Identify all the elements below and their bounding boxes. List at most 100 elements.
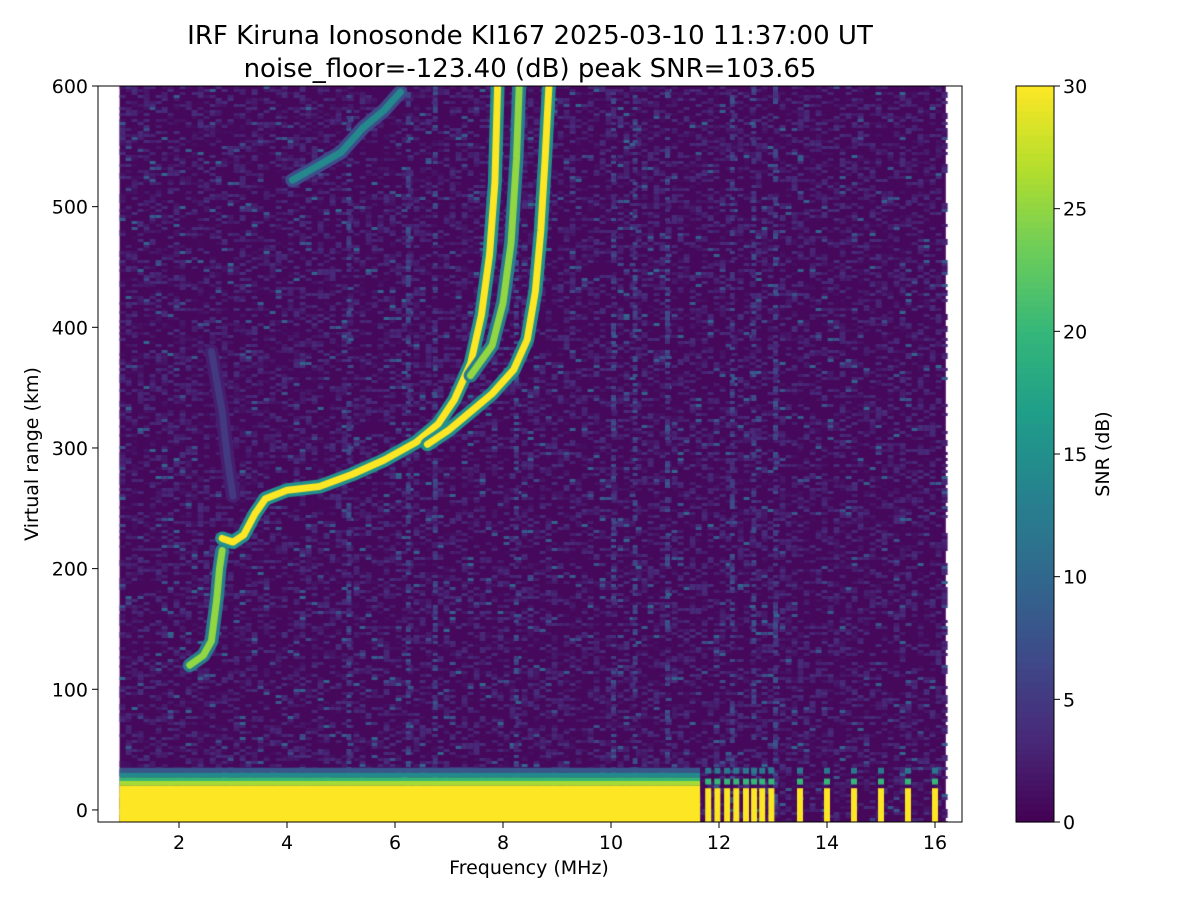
- colorbar-segment: [1016, 613, 1054, 621]
- colorbar-segment: [1016, 116, 1054, 124]
- colorbar-segment: [1016, 552, 1054, 559]
- colorbar-segment: [1016, 693, 1054, 700]
- colorbar: 0 5 10 15 20 25 30: [1015, 76, 1087, 834]
- colorbar-tick-label: 0: [1063, 812, 1075, 834]
- colorbar-segment: [1016, 147, 1054, 155]
- colorbar-segment: [1016, 417, 1054, 424]
- plot-frame: [97, 85, 963, 823]
- chart-title-line-2: noise_floor=-123.40 (dB) peak SNR=103.65: [244, 54, 817, 84]
- colorbar-segment: [1016, 662, 1054, 670]
- colorbar-segment: [1016, 533, 1054, 541]
- colorbar-segment: [1016, 153, 1054, 161]
- colorbar-segment: [1016, 803, 1054, 811]
- colorbar-segment: [1016, 509, 1054, 516]
- colorbar-segment: [1016, 202, 1054, 210]
- colorbar-segment: [1016, 754, 1054, 762]
- colorbar-segment: [1016, 466, 1054, 473]
- colorbar-segment: [1016, 815, 1054, 823]
- colorbar-segment: [1016, 337, 1054, 345]
- colorbar-segment: [1016, 355, 1054, 363]
- colorbar-segment: [1016, 809, 1054, 817]
- colorbar-segment: [1016, 233, 1054, 240]
- x-tick-label: 14: [815, 832, 839, 854]
- y-tick-label: 0: [76, 800, 88, 822]
- y-tick-label: 300: [52, 438, 88, 460]
- colorbar-tick-label: 20: [1063, 321, 1087, 343]
- colorbar-segment: [1016, 607, 1054, 615]
- colorbar-segment: [1016, 178, 1054, 185]
- colorbar-segment: [1016, 496, 1054, 504]
- colorbar-tick-label: 30: [1063, 76, 1087, 98]
- colorbar-segment: [1016, 196, 1054, 204]
- colorbar-segment: [1016, 760, 1054, 768]
- x-tick-label: 16: [923, 832, 947, 854]
- colorbar-segment: [1016, 582, 1054, 590]
- colorbar-segment: [1016, 515, 1054, 523]
- colorbar-segment: [1016, 282, 1054, 289]
- heatmap-plot-area: [97, 85, 963, 823]
- colorbar-segment: [1016, 730, 1054, 737]
- colorbar-label: SNR (dB): [1092, 411, 1114, 496]
- colorbar-tick-label: 25: [1063, 199, 1087, 221]
- heatmap-canvas: [98, 86, 962, 822]
- colorbar-segment: [1016, 527, 1054, 535]
- x-tick-label: 2: [173, 832, 185, 854]
- colorbar-segment: [1016, 331, 1054, 339]
- colorbar-segment: [1016, 791, 1054, 799]
- y-tick-label: 600: [52, 76, 88, 98]
- colorbar-segment: [1016, 668, 1054, 676]
- x-tick-label: 4: [281, 832, 293, 854]
- colorbar-segment: [1016, 380, 1054, 388]
- colorbar-segment: [1016, 748, 1054, 756]
- colorbar-segment: [1016, 711, 1054, 719]
- colorbar-segment: [1016, 441, 1054, 449]
- colorbar-segment: [1016, 214, 1054, 222]
- colorbar-segment: [1016, 184, 1054, 191]
- x-tick-label: 8: [497, 832, 509, 854]
- colorbar-segment: [1016, 717, 1054, 725]
- colorbar-segment: [1016, 239, 1054, 247]
- colorbar-segment: [1016, 104, 1054, 112]
- colorbar-segment: [1016, 558, 1054, 565]
- colorbar-segment: [1016, 368, 1054, 375]
- colorbar-segment: [1016, 263, 1054, 271]
- x-tick-label: 12: [707, 832, 731, 854]
- colorbar-segment: [1016, 472, 1054, 480]
- colorbar-segment: [1016, 595, 1054, 602]
- y-tick-label: 200: [52, 559, 88, 581]
- colorbar-segment: [1016, 98, 1054, 105]
- colorbar-segment: [1016, 454, 1054, 461]
- colorbar-segment: [1016, 435, 1054, 443]
- colorbar-segment: [1016, 742, 1054, 749]
- colorbar-segment: [1016, 122, 1054, 130]
- colorbar-segment: [1016, 484, 1054, 492]
- colorbar-segment: [1016, 110, 1054, 118]
- colorbar-segment: [1016, 503, 1054, 510]
- colorbar-segment: [1016, 490, 1054, 498]
- colorbar-segment: [1016, 570, 1054, 578]
- colorbar-segment: [1016, 362, 1054, 369]
- colorbar-segment: [1016, 785, 1054, 792]
- colorbar-segment: [1016, 601, 1054, 608]
- colorbar-segment: [1016, 779, 1054, 786]
- colorbar-segment: [1016, 588, 1054, 596]
- colorbar-segment: [1016, 766, 1054, 774]
- y-tick-label: 100: [52, 679, 88, 701]
- colorbar-segment: [1016, 319, 1054, 326]
- colorbar-segment: [1016, 251, 1054, 259]
- colorbar-segment: [1016, 398, 1054, 406]
- colorbar-segment: [1016, 539, 1054, 547]
- y-axis-label: Virtual range (km): [21, 367, 43, 541]
- colorbar-segment: [1016, 312, 1054, 320]
- colorbar-segment: [1016, 797, 1054, 805]
- colorbar-segment: [1016, 656, 1054, 664]
- colorbar-segment: [1016, 171, 1054, 179]
- colorbar-segment: [1016, 546, 1054, 553]
- colorbar-segment: [1016, 270, 1054, 277]
- colorbar-tick-label: 10: [1063, 567, 1087, 589]
- colorbar-segment: [1016, 619, 1054, 627]
- colorbar-segment: [1016, 141, 1054, 148]
- colorbar-segment: [1016, 699, 1054, 707]
- colorbar-segment: [1016, 159, 1054, 167]
- y-tick-label: 400: [52, 317, 88, 339]
